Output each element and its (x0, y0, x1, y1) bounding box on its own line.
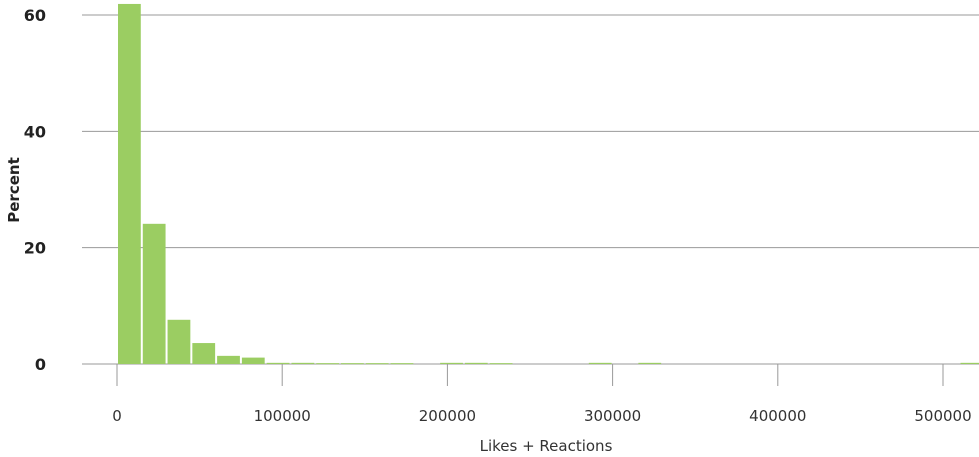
histogram-bar (440, 362, 463, 364)
histogram-bar (390, 363, 414, 365)
x-axis-label: Likes + Reactions (480, 437, 613, 455)
histogram-bar (316, 363, 340, 365)
y-axis-label: Percent (5, 157, 23, 222)
histogram-bar (142, 223, 166, 364)
histogram-bar (960, 362, 979, 364)
x-tick-label: 200000 (419, 407, 476, 425)
histogram-bar (365, 363, 389, 365)
histogram-bar (118, 3, 141, 364)
histogram-bar (341, 363, 364, 365)
y-tick-label: 20 (24, 239, 46, 258)
y-tick-labels: 0 20 40 60 (24, 6, 46, 374)
bars (118, 3, 979, 365)
x-tick-labels: 0 100000 200000 300000 400000 500000 (112, 407, 971, 425)
histogram-bar (464, 362, 488, 364)
y-tick-label: 40 (24, 122, 46, 141)
histogram-bar (489, 363, 513, 365)
x-tick-label: 0 (112, 407, 122, 425)
y-tick-label: 60 (24, 6, 46, 25)
gridlines (82, 14, 979, 386)
histogram-bar (241, 357, 265, 364)
x-tick-label: 100000 (254, 407, 311, 425)
x-tick-label: 300000 (584, 407, 641, 425)
y-tick-label: 0 (35, 355, 46, 374)
histogram-bar (638, 362, 662, 364)
histogram-bar (217, 355, 240, 364)
histogram-bar (588, 362, 612, 364)
histogram-bar (167, 319, 191, 364)
histogram-bar (291, 362, 315, 364)
histogram-bar (192, 343, 216, 364)
histogram-bar (266, 362, 290, 364)
x-tick-label: 400000 (749, 407, 806, 425)
x-tick-label: 500000 (914, 407, 971, 425)
